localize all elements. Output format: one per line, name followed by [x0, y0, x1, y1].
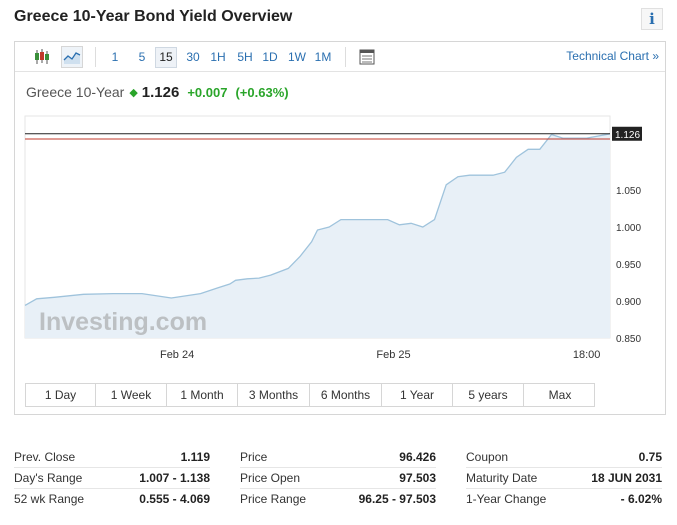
info-icon[interactable]: i [641, 8, 663, 30]
stat-value: 1.007 - 1.138 [139, 471, 210, 485]
y-tick-label: 0.950 [616, 260, 641, 271]
stat-row: Price 96.426 [240, 447, 436, 468]
interval-button-1d[interactable]: 1D [262, 50, 278, 64]
stat-row: Price Range 96.25 - 97.503 [240, 489, 436, 510]
stat-value: 1.119 [180, 450, 210, 464]
yield-area [25, 133, 610, 338]
range-button-1-week[interactable]: 1 Week [96, 384, 167, 406]
last-price-badge-label: 1.126 [615, 130, 640, 141]
range-button-6-months[interactable]: 6 Months [310, 384, 382, 406]
y-tick-label: 0.900 [616, 297, 641, 308]
interval-button-5h[interactable]: 5H [237, 50, 253, 64]
up-arrow-icon: ◆ [129, 86, 138, 99]
stat-label: Prev. Close [14, 450, 76, 464]
price-change-percent: (+0.63%) [235, 84, 289, 100]
range-button-3-months[interactable]: 3 Months [238, 384, 310, 406]
interval-button-1w[interactable]: 1W [288, 50, 306, 64]
investing-logo: Investing.com [39, 308, 207, 336]
stat-row: Coupon 0.75 [466, 447, 662, 468]
candlestick-icon[interactable] [31, 46, 53, 68]
x-tick-label: 18:00 [573, 349, 601, 361]
range-button-1-month[interactable]: 1 Month [167, 384, 238, 406]
stat-row: Maturity Date 18 JUN 2031 [466, 468, 662, 489]
range-button-1-day[interactable]: 1 Day [26, 384, 96, 406]
stats-column-3: Coupon 0.75 Maturity Date 18 JUN 2031 1-Year… [466, 447, 662, 513]
quote-line: Greece 10-Year ◆ 1.126 +0.007 (+0.63%) [26, 83, 289, 101]
range-button-1-year[interactable]: 1 Year [382, 384, 453, 406]
stat-label: Coupon [466, 450, 509, 464]
x-tick-label: Feb 24 [160, 349, 194, 361]
yield-line [24, 133, 611, 306]
last-price-badge [612, 126, 642, 141]
stat-value: - 6.02% [620, 492, 662, 506]
interval-button-1h[interactable]: 1H [210, 50, 226, 64]
stat-value: 0.555 - 4.069 [139, 492, 210, 506]
chart-panel: 1 5 15 30 1H 5H 1D 1W 1M Technical Chart » Greec… [14, 41, 666, 415]
interval-button-30[interactable]: 30 [186, 50, 200, 64]
y-tick-label: 1.050 [616, 186, 641, 197]
toolbar-separator [95, 47, 96, 67]
interval-button-1m[interactable]: 1M [314, 50, 332, 64]
toolbar-separator [345, 47, 346, 67]
stat-value: 18 JUN 2031 [591, 471, 662, 485]
last-price: 1.126 [141, 83, 180, 101]
stat-row: Price Open 97.503 [240, 468, 436, 489]
table-icon[interactable] [356, 46, 378, 68]
instrument-name: Greece 10-Year [26, 84, 125, 101]
interval-button-1[interactable]: 1 [111, 50, 119, 64]
stat-value: 96.426 [399, 450, 436, 464]
stat-row: 1-Year Change - 6.02% [466, 489, 662, 510]
stat-row: 52 wk Range 0.555 - 4.069 [14, 489, 210, 510]
area-chart-icon[interactable] [61, 46, 83, 68]
range-button-5-years[interactable]: 5 years [453, 384, 524, 406]
y-tick-label: 0.850 [616, 334, 641, 345]
range-selector: 1 Day 1 Week 1 Month 3 Months 6 Months 1 Year… [25, 383, 595, 407]
stats-column-1: Prev. Close 1.119 Day's Range 1.007 - 1.138… [14, 447, 210, 513]
technical-chart-link[interactable]: Technical Chart » [566, 49, 659, 63]
range-button-max[interactable]: Max [548, 388, 572, 402]
price-change: +0.007 [187, 84, 228, 100]
stat-label: Price Range [240, 492, 307, 506]
stat-label: 1-Year Change [466, 492, 547, 506]
stat-value: 97.503 [399, 471, 436, 485]
x-tick-label: Feb 25 [376, 349, 410, 361]
stat-label: Day's Range [14, 471, 83, 485]
page-title: Greece 10-Year Bond Yield Overview [14, 8, 293, 25]
chart-toolbar: 1 5 15 30 1H 5H 1D 1W 1M Technical Chart » [15, 42, 665, 72]
stat-row: Day's Range 1.007 - 1.138 [14, 468, 210, 489]
stats-column-2: Price 96.426 Price Open 97.503 Price Range 96… [240, 447, 436, 513]
y-tick-label: 1.000 [616, 223, 641, 234]
stat-label: Price Open [240, 471, 301, 485]
interval-button-15[interactable]: 15 [155, 47, 177, 68]
interval-button-5[interactable]: 5 [138, 50, 146, 64]
stat-label: Price [240, 450, 268, 464]
yield-chart[interactable]: 1.050 1.000 0.950 0.900 0.850 1.126 Feb 24 Feb … [15, 108, 665, 370]
stat-value: 0.75 [638, 450, 662, 464]
stat-label: 52 wk Range [14, 492, 85, 506]
stat-value: 96.25 - 97.503 [358, 492, 436, 506]
stat-row: Prev. Close 1.119 [14, 447, 210, 468]
stat-label: Maturity Date [466, 471, 538, 485]
